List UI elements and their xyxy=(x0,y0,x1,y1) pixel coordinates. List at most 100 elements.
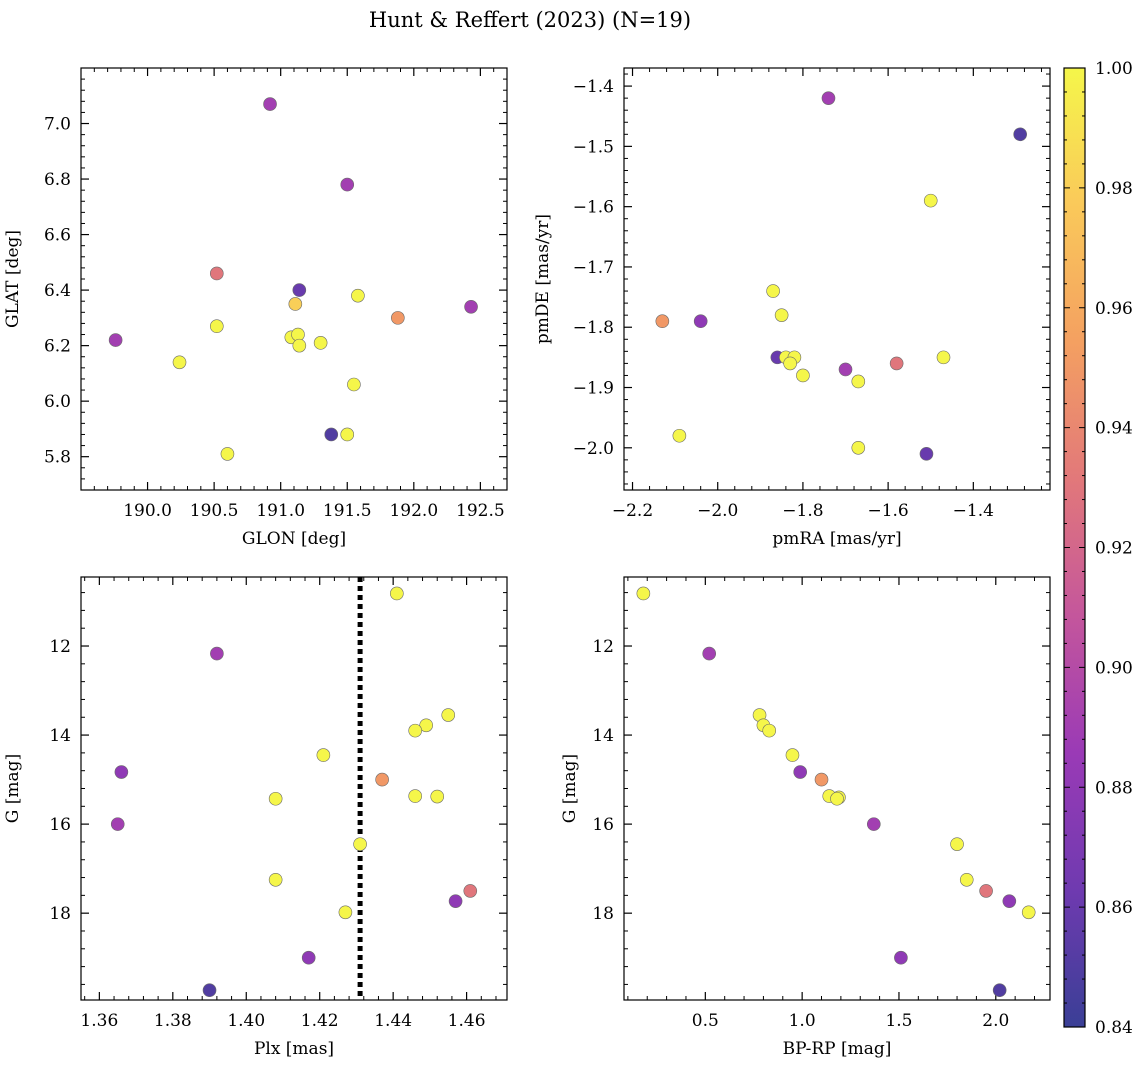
y-axis-label: G [mag] xyxy=(560,754,580,823)
x-tick-label: 1.40 xyxy=(227,1011,265,1031)
panel-top-left: 190.0 190.5 191.0 191.5 192.0 192.5 5.8 6.0 6.2 6… xyxy=(3,67,508,549)
data-point xyxy=(340,427,355,442)
y-tick-label: −1.7 xyxy=(573,258,614,278)
data-point xyxy=(288,297,303,311)
y-tick-label: −1.9 xyxy=(573,379,614,399)
x-tick-label: 1.36 xyxy=(80,1011,118,1031)
data-point xyxy=(172,355,187,370)
x-tick-label: −2.2 xyxy=(612,501,653,521)
colorbar-tick-label: 0.98 xyxy=(1095,179,1133,199)
data-point xyxy=(110,817,125,831)
data-point xyxy=(766,284,780,298)
data-point xyxy=(851,374,866,389)
data-point xyxy=(814,772,829,787)
data-point xyxy=(268,872,283,887)
data-point xyxy=(821,91,836,105)
x-tick-label: 2.0 xyxy=(982,1011,1009,1031)
x-tick-label: 192.5 xyxy=(456,501,505,521)
data-point xyxy=(950,837,964,851)
x-tick-label: 1.5 xyxy=(885,1011,912,1031)
data-point xyxy=(464,299,478,314)
y-tick-label: 18 xyxy=(592,904,614,924)
data-point xyxy=(209,319,224,333)
data-point xyxy=(301,950,316,965)
data-point xyxy=(292,338,307,353)
data-point xyxy=(209,266,224,281)
data-point xyxy=(351,288,365,303)
data-point xyxy=(441,708,456,722)
colorbar-tick-label: 0.88 xyxy=(1095,778,1133,798)
data-point xyxy=(655,314,670,329)
x-tick-label: 190.5 xyxy=(190,501,239,521)
y-axis-label: pmDE [mas/yr] xyxy=(533,214,553,344)
data-point xyxy=(923,193,938,208)
data-point xyxy=(636,586,651,601)
data-point xyxy=(292,283,307,297)
x-axis-label: BP-RP [mag] xyxy=(783,1039,892,1059)
y-axis-label: GLAT [deg] xyxy=(3,230,23,328)
colorbar-tick-label: 0.86 xyxy=(1095,898,1133,918)
colorbar-tick-label: 0.92 xyxy=(1095,539,1133,559)
data-point xyxy=(316,748,331,762)
x-tick-label: 1.46 xyxy=(448,1011,486,1031)
data-point xyxy=(108,333,123,347)
data-point xyxy=(268,791,283,806)
data-point xyxy=(693,314,708,329)
data-point xyxy=(851,440,866,455)
data-point xyxy=(672,428,687,443)
y-tick-label: 7.0 xyxy=(44,115,71,135)
data-point xyxy=(340,177,355,192)
y-tick-label: −2.0 xyxy=(573,439,614,459)
y-tick-label: 12 xyxy=(49,637,71,657)
x-tick-label: 1.38 xyxy=(154,1011,192,1031)
y-tick-label: −1.5 xyxy=(573,137,614,157)
x-tick-label: −2.0 xyxy=(697,501,738,521)
data-point xyxy=(783,356,797,371)
data-point xyxy=(220,447,235,461)
data-point xyxy=(408,723,422,738)
data-point xyxy=(936,350,951,365)
data-point xyxy=(1021,905,1036,920)
data-point xyxy=(408,789,422,803)
data-point xyxy=(992,983,1007,998)
data-point xyxy=(919,447,934,461)
data-point xyxy=(324,427,339,442)
panel-bottom-right: 0.5 1.0 1.5 2.0 12 14 16 18 BP-RP [mag] G [mag] xyxy=(560,576,1051,1059)
x-tick-label: 1.44 xyxy=(374,1011,412,1031)
y-tick-label: 6.8 xyxy=(44,170,71,190)
data-point xyxy=(390,586,404,601)
data-point xyxy=(448,894,463,908)
data-point xyxy=(830,791,844,806)
data-point xyxy=(793,765,808,779)
panels: 190.0 190.5 191.0 191.5 192.0 192.5 5.8 6.0 6.2 6… xyxy=(3,67,1051,1059)
axes-frame xyxy=(623,67,1051,491)
y-tick-label: −1.8 xyxy=(573,318,614,338)
x-axis-label: GLON [deg] xyxy=(242,529,346,549)
y-tick-label: 6.4 xyxy=(44,281,71,301)
data-point xyxy=(347,377,361,392)
data-point xyxy=(263,97,277,111)
data-point xyxy=(889,356,904,371)
x-tick-label: −1.8 xyxy=(782,501,823,521)
data-point xyxy=(796,368,810,383)
colorbar: 0.84 0.86 0.88 0.90 0.92 0.94 0.96 0.98 1.00 xyxy=(1063,59,1133,1038)
figure-title: Hunt & Reffert (2023) (N=19) xyxy=(369,8,691,32)
data-point xyxy=(375,772,389,787)
y-tick-label: 12 xyxy=(592,637,614,657)
x-tick-label: 191.5 xyxy=(323,501,372,521)
data-point xyxy=(353,837,367,851)
x-tick-label: 190.0 xyxy=(123,501,172,521)
data-point xyxy=(202,983,217,998)
data-point xyxy=(114,765,129,779)
y-tick-label: 18 xyxy=(49,904,71,924)
data-point xyxy=(838,362,853,377)
y-tick-label: 6.6 xyxy=(44,226,71,246)
data-point xyxy=(762,723,777,738)
y-tick-label: 6.2 xyxy=(44,337,71,357)
y-tick-label: −1.4 xyxy=(573,77,614,97)
y-tick-label: 16 xyxy=(49,815,71,835)
data-point xyxy=(866,817,881,831)
x-tick-label: 0.5 xyxy=(692,1011,719,1031)
axes-frame xyxy=(80,576,508,1001)
data-point xyxy=(210,646,224,661)
